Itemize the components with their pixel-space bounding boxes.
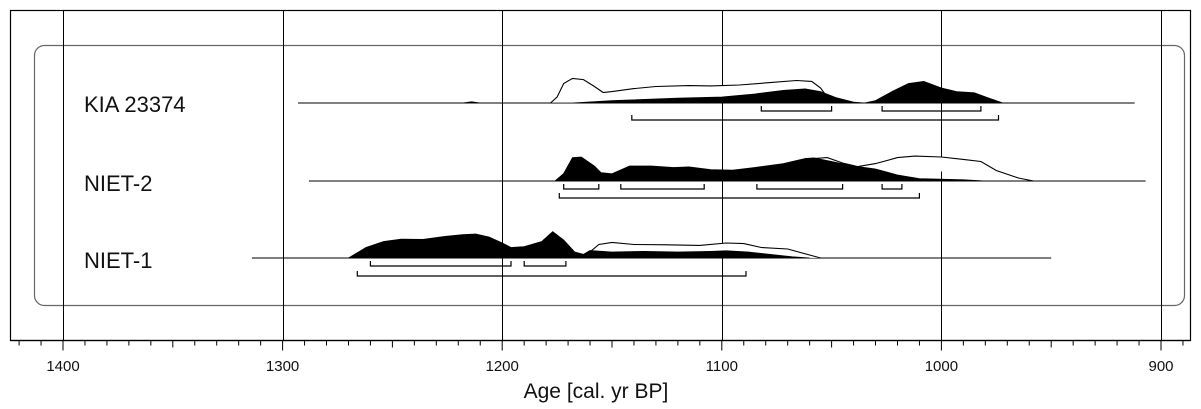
inner-panel bbox=[33, 44, 1186, 307]
prior-distribution-niet-2 bbox=[813, 155, 1034, 182]
x-axis-title: Age [cal. yr BP] bbox=[524, 380, 669, 403]
x-tick-label-1300: 1300 bbox=[266, 358, 299, 375]
sample-label-niet-1: NIET-1 bbox=[84, 248, 152, 273]
range-95-niet-2-0 bbox=[558, 193, 920, 199]
posterior-distribution-niet-2 bbox=[553, 156, 986, 182]
range-68-niet-2-2 bbox=[756, 184, 844, 190]
range-68-niet-2-0 bbox=[563, 184, 600, 190]
x-tick-label-1400: 1400 bbox=[46, 358, 79, 375]
sample-niet-2 bbox=[308, 155, 1146, 199]
range-95-kia-23374-0 bbox=[631, 115, 1000, 121]
range-68-kia-23374-0 bbox=[760, 106, 833, 112]
x-tick-label-900: 900 bbox=[1148, 358, 1173, 375]
sample-label-niet-2: NIET-2 bbox=[84, 171, 152, 196]
x-tick-label-1100: 1100 bbox=[706, 358, 738, 375]
sample-kia-23374 bbox=[297, 77, 1135, 121]
range-95-niet-1-0 bbox=[356, 271, 747, 277]
range-68-niet-2-3 bbox=[881, 184, 903, 190]
x-axis-tick-labels: 1400 1300 1200 1100 1000 900 bbox=[46, 358, 1173, 375]
range-68-niet-2-1 bbox=[620, 184, 705, 190]
x-tick-label-1200: 1200 bbox=[486, 358, 519, 375]
sample-series bbox=[251, 77, 1146, 277]
sample-labels: KIA 23374 NIET-2 NIET-1 bbox=[84, 92, 186, 273]
sample-label-kia-23374: KIA 23374 bbox=[84, 92, 186, 117]
posterior-distribution-kia-23374 bbox=[462, 80, 1004, 104]
x-tick-label-1000: 1000 bbox=[925, 358, 958, 375]
range-68-niet-1-0 bbox=[369, 261, 512, 267]
x-axis-ticks bbox=[18, 340, 1184, 351]
posterior-distribution-niet-1 bbox=[347, 231, 810, 259]
range-68-niet-1-1 bbox=[523, 261, 567, 267]
sample-niet-1 bbox=[251, 231, 1052, 277]
range-68-kia-23374-1 bbox=[881, 106, 982, 112]
